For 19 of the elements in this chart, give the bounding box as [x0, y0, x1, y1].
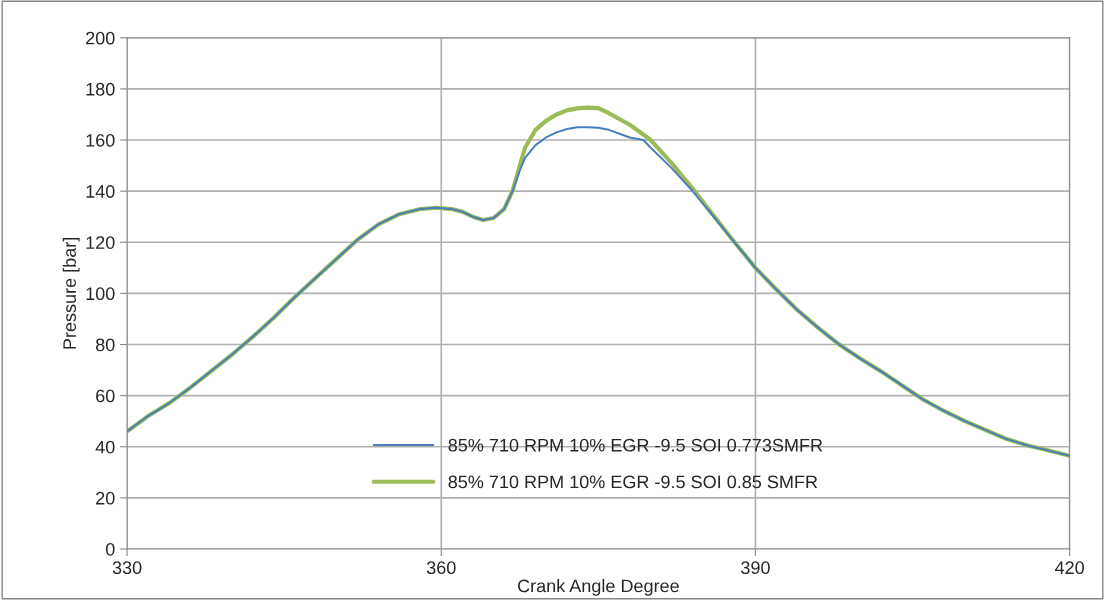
y-tick-label: 40 — [95, 440, 115, 454]
y-tick-label: 0 — [105, 542, 115, 556]
y-tick-label: 180 — [86, 82, 115, 96]
y-axis-title: Pressure [bar] — [62, 237, 80, 349]
legend-label: 85% 710 RPM 10% EGR -9.5 SOI 0.773SMFR — [448, 438, 823, 452]
x-tick-label: 420 — [1054, 561, 1084, 575]
y-tick-label: 100 — [86, 287, 115, 301]
y-tick-label: 140 — [86, 185, 115, 198]
y-tick-label: 120 — [86, 236, 115, 249]
x-tick-label: 330 — [112, 561, 142, 575]
legend-label: 85% 710 RPM 10% EGR -9.5 SOI 0.85 SMFR — [448, 475, 818, 489]
y-tick-label: 60 — [96, 389, 115, 403]
x-axis-title: Crank Angle Degree — [517, 579, 679, 596]
y-tick-label: 200 — [86, 31, 115, 45]
x-tick-label: 360 — [426, 561, 456, 575]
y-tick-label: 20 — [96, 491, 115, 505]
y-tick-label: 80 — [95, 338, 115, 352]
x-tick-label: 390 — [741, 561, 770, 575]
y-tick-label: 160 — [86, 133, 115, 147]
